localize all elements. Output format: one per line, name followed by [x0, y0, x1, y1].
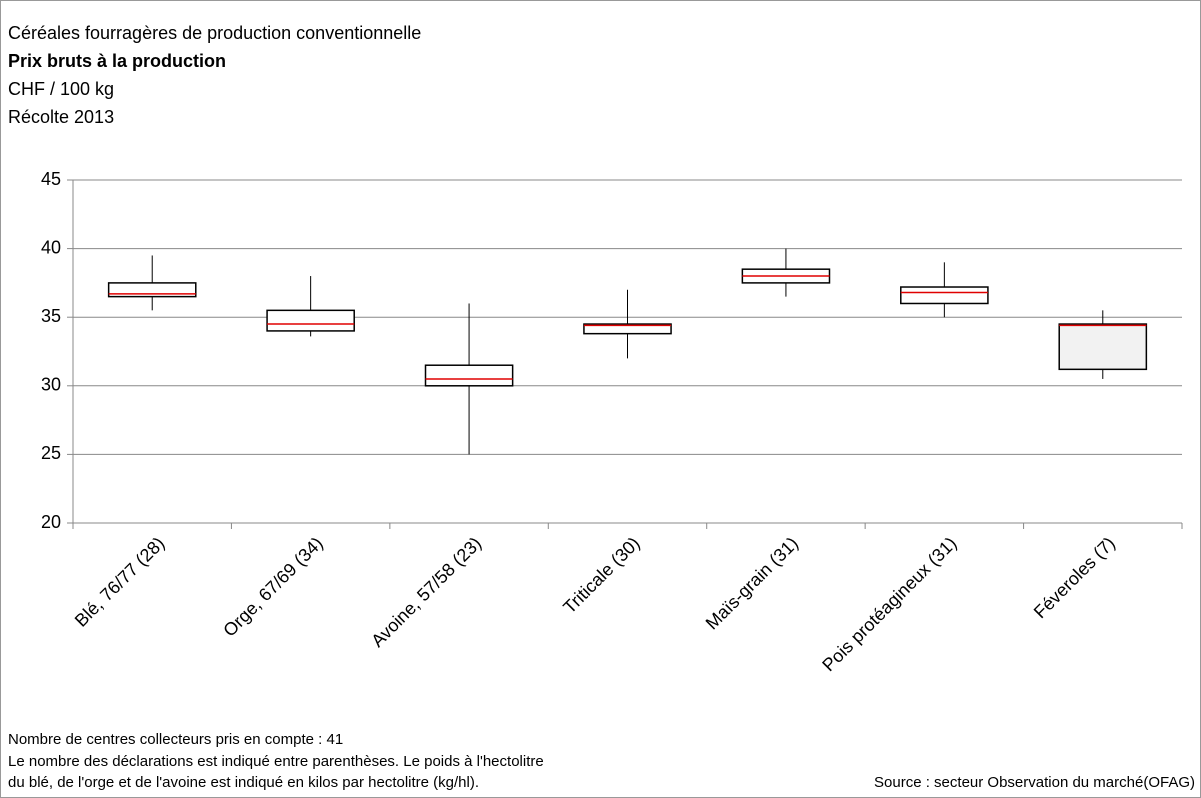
note: Le nombre des déclarations est indiqué e…: [8, 753, 544, 770]
box: [900, 286, 989, 305]
y-tick-label: 40: [41, 237, 61, 257]
chart-subtitle: Prix bruts à la production: [8, 51, 226, 71]
unit-label: CHF / 100 kg: [8, 79, 114, 99]
y-tick-label: 25: [41, 443, 61, 463]
box: [1058, 323, 1148, 371]
source: Source : secteur Observation du marché(O…: [874, 774, 1195, 791]
y-tick-label: 20: [41, 512, 61, 532]
y-tick-label: 45: [41, 169, 61, 189]
box: [583, 323, 672, 335]
box: [424, 364, 514, 387]
note: Nombre de centres collecteurs pris en co…: [8, 731, 343, 748]
box: [266, 309, 355, 332]
chart-title: Céréales fourragères de production conve…: [8, 23, 421, 43]
note: du blé, de l'orge et de l'avoine est ind…: [8, 774, 479, 791]
y-tick-label: 30: [41, 375, 61, 395]
period-label: Récolte 2013: [8, 107, 114, 127]
y-tick-label: 35: [41, 306, 61, 326]
